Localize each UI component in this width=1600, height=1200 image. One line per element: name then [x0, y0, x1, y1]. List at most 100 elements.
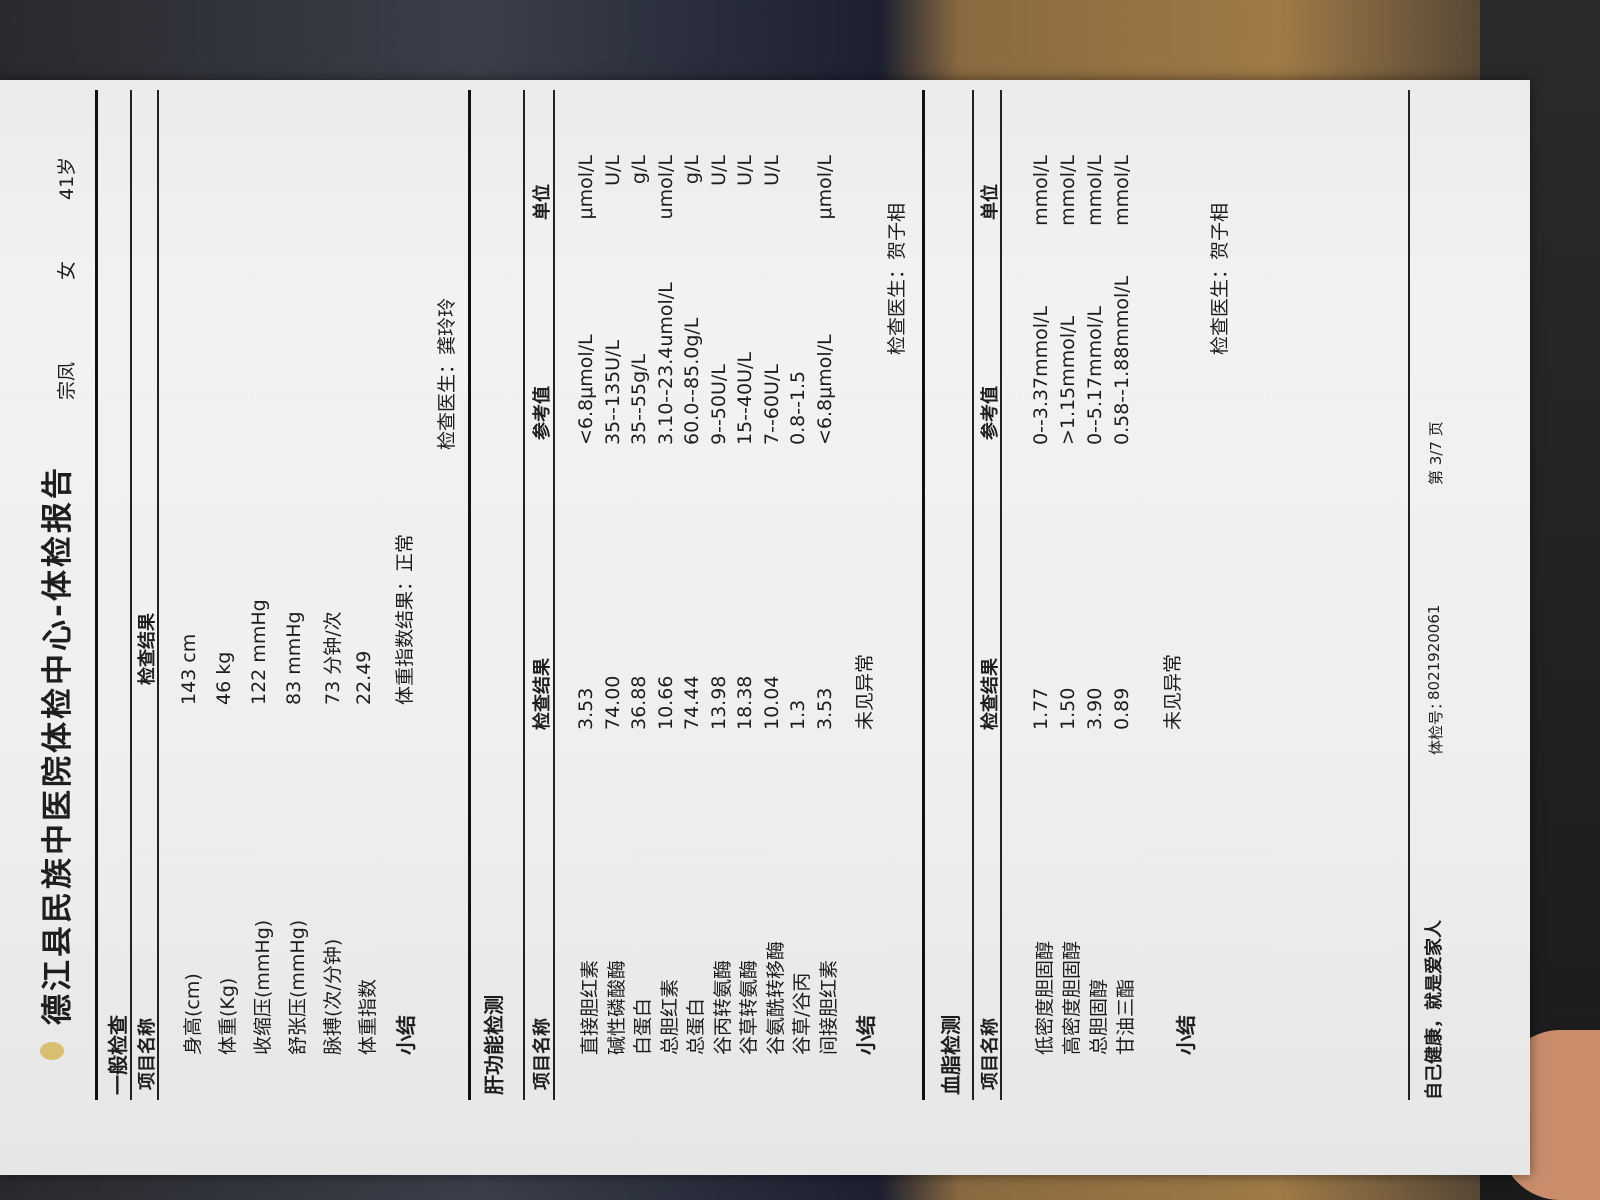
- row-item-unit: U/L: [601, 155, 624, 186]
- doctor-label: 检查医生：: [886, 259, 908, 355]
- row-item-result: 36.88: [628, 675, 650, 730]
- section-title-lipid: 血脂检测: [939, 1015, 963, 1095]
- row-item-unit: mmol/L: [1057, 155, 1079, 226]
- row-item-result: 3.90: [1084, 687, 1106, 730]
- row-item-name: 脉搏(次/分钟): [322, 938, 344, 1055]
- patient-name: 宗凤: [56, 361, 78, 400]
- footer-slogan: 自己健康，就是爱家人: [1424, 920, 1445, 1100]
- row-item-unit: g/L: [681, 155, 703, 185]
- row-item-reference: 0.8--1.5: [787, 370, 809, 445]
- divider: [468, 90, 471, 1100]
- report-page: 德江县民族中医院体检中心-体检报告 宗凤 女 41岁 一般检查 项目名称 检查结…: [0, 80, 1530, 1175]
- row-item-name: 总胆固醇: [1088, 978, 1110, 1055]
- patient-gender: 女: [56, 260, 78, 280]
- row-item-result: 10.66: [654, 675, 677, 730]
- footer-divider: [1408, 90, 1410, 1100]
- row-item-result: 73 分钟/次: [322, 611, 344, 705]
- row-item-unit: U/L: [760, 155, 783, 186]
- col-header-result: 检查结果: [137, 613, 158, 685]
- report-title: 德江县民族中医院体检中心-体检报告: [40, 465, 76, 1025]
- summary-text: 未见异常: [854, 653, 876, 730]
- divider: [523, 90, 525, 1100]
- summary-label: 小结: [854, 1015, 878, 1055]
- row-item-reference: <6.8μmol/L: [813, 334, 836, 445]
- row-item-name: 直接胆红素: [579, 959, 601, 1055]
- row-item-result: 74.44: [681, 675, 703, 730]
- row-item-unit: mmol/L: [1030, 155, 1052, 226]
- col-header-result: 检查结果: [532, 658, 553, 730]
- patient-age: 41岁: [56, 156, 78, 200]
- exam-number: 8021920061: [1425, 604, 1443, 700]
- divider: [553, 90, 555, 1100]
- row-item-result: 46 kg: [213, 651, 235, 705]
- row-item-name: 谷草/谷丙: [791, 972, 813, 1055]
- row-item-unit: μmol/L: [575, 155, 597, 220]
- summary-label: 小结: [1174, 1015, 1198, 1055]
- divider: [157, 90, 159, 1100]
- row-item-name: 谷草转氨酶: [738, 959, 760, 1055]
- row-item-name: 高密度胆固醇: [1061, 940, 1083, 1055]
- row-item-reference: 60.0--85.0g/L: [681, 317, 703, 445]
- col-header-unit: 单位: [532, 184, 553, 220]
- row-item-result: 1.50: [1057, 687, 1079, 730]
- col-header-ref: 参考值: [980, 386, 1001, 440]
- row-item-name: 舒张压(mmHg): [287, 919, 309, 1055]
- row-item-reference: >1.15mmol/L: [1057, 315, 1079, 445]
- section-title-liver: 肝功能检测: [482, 995, 506, 1095]
- row-item-name: 收缩压(mmHg): [252, 919, 274, 1055]
- row-item-name: 身高(cm): [182, 973, 204, 1055]
- row-item-unit: μmol/L: [813, 155, 836, 220]
- col-header-ref: 参考值: [532, 386, 553, 440]
- exam-number-label: 体检号：: [1427, 694, 1445, 755]
- row-item-name: 总胆红素: [658, 978, 681, 1055]
- row-item-name: 碱性磷酸酶: [605, 959, 628, 1055]
- row-item-reference: 35--135U/L: [601, 339, 624, 445]
- hospital-logo: [40, 1042, 64, 1060]
- divider: [922, 90, 925, 1100]
- col-header-name: 项目名称: [980, 1018, 1001, 1090]
- divider: [130, 90, 132, 1100]
- row-item-reference: 35--55g/L: [628, 353, 650, 445]
- row-item-result: 3.53: [813, 687, 836, 730]
- col-header-result: 检查结果: [980, 658, 1001, 730]
- row-item-unit: U/L: [734, 155, 756, 186]
- row-item-result: 122 mmHg: [248, 599, 270, 705]
- summary-text: 未见异常: [1162, 653, 1184, 730]
- row-item-name: 体重指数: [357, 978, 379, 1055]
- row-item-unit: mmol/L: [1111, 155, 1133, 226]
- row-item-name: 体重(Kg): [217, 977, 239, 1055]
- row-item-unit: umol/L: [654, 155, 677, 220]
- row-item-result: 0.89: [1111, 687, 1133, 730]
- row-item-result: 22.49: [353, 650, 375, 705]
- row-item-unit: mmol/L: [1084, 155, 1106, 226]
- row-item-unit: U/L: [707, 155, 730, 186]
- row-item-result: 1.3: [787, 699, 809, 730]
- row-item-result: 143 cm: [178, 633, 200, 705]
- row-item-name: 谷丙转氨酶: [711, 959, 734, 1055]
- row-item-reference: 7--60U/L: [760, 364, 783, 445]
- page-number: 第 3/7 页: [1427, 421, 1445, 485]
- summary-text: 体重指数结果：正常: [394, 533, 416, 705]
- divider: [972, 90, 974, 1100]
- col-header-unit: 单位: [980, 184, 1001, 220]
- summary-label: 小结: [394, 1015, 418, 1055]
- row-item-name: 间接胆红素: [817, 959, 840, 1055]
- row-item-name: 谷氨酰转移酶: [764, 940, 787, 1055]
- doctor-name: 贺子相: [886, 202, 908, 260]
- col-header-name: 项目名称: [137, 1018, 158, 1090]
- row-item-result: 18.38: [734, 675, 756, 730]
- row-item-unit: g/L: [628, 155, 650, 185]
- divider: [1000, 90, 1002, 1100]
- row-item-result: 10.04: [760, 675, 783, 730]
- row-item-name: 白蛋白: [632, 997, 654, 1055]
- row-item-result: 1.77: [1030, 687, 1052, 730]
- col-header-name: 项目名称: [532, 1018, 553, 1090]
- row-item-reference: 9--50U/L: [707, 364, 730, 445]
- doctor-name: 龚玲玲: [436, 297, 458, 355]
- doctor-label: 检查医生：: [436, 354, 458, 450]
- row-item-reference: <6.8μmol/L: [575, 334, 597, 445]
- row-item-result: 83 mmHg: [283, 611, 305, 705]
- divider: [95, 90, 98, 1100]
- row-item-reference: 15--40U/L: [734, 352, 756, 445]
- doctor-name: 贺子相: [1209, 202, 1231, 260]
